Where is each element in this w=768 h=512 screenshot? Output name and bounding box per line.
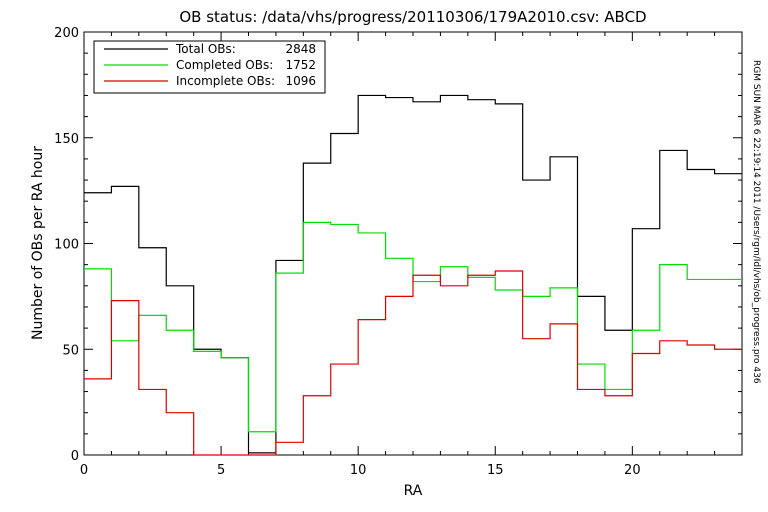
y-tick-label: 100 (54, 238, 79, 253)
x-tick-label: 15 (487, 463, 504, 478)
x-tick-label: 20 (624, 463, 641, 478)
legend-box (93, 40, 326, 94)
legend-label: Incomplete OBs: (176, 74, 275, 88)
y-tick-label: 150 (54, 132, 79, 147)
y-tick-label: 0 (71, 449, 79, 464)
legend-count: 2848 (285, 42, 316, 56)
legend-label: Completed OBs: (176, 58, 273, 72)
x-tick-label: 10 (350, 463, 367, 478)
x-tick-label: 0 (80, 463, 88, 478)
x-axis-label: RA (404, 483, 423, 499)
series-group (84, 94, 742, 456)
series-line-2 (84, 221, 742, 433)
chart-title: OB status: /data/vhs/progress/20110306/1… (179, 8, 646, 26)
series-line-3 (84, 270, 742, 456)
legend-count: 1752 (285, 58, 316, 72)
y-tick-label: 200 (54, 26, 79, 41)
legend-label: Total OBs: (175, 42, 236, 56)
y-tick-label: 50 (62, 343, 79, 358)
y-axis-label: Number of OBs per RA hour (30, 146, 46, 340)
legend-count: 1096 (285, 74, 316, 88)
legend: Total OBs: 2848 Completed OBs: 1752 Incomple… (93, 40, 326, 94)
side-note: RGM SUN MAR 6 22:19:14 2011 /Users/rgm/I… (751, 60, 761, 384)
plot-frame (83, 31, 743, 456)
x-tick-label: 5 (217, 463, 225, 478)
legend-entries: Total OBs: 2848 Completed OBs: 1752 Incomple… (104, 42, 316, 88)
